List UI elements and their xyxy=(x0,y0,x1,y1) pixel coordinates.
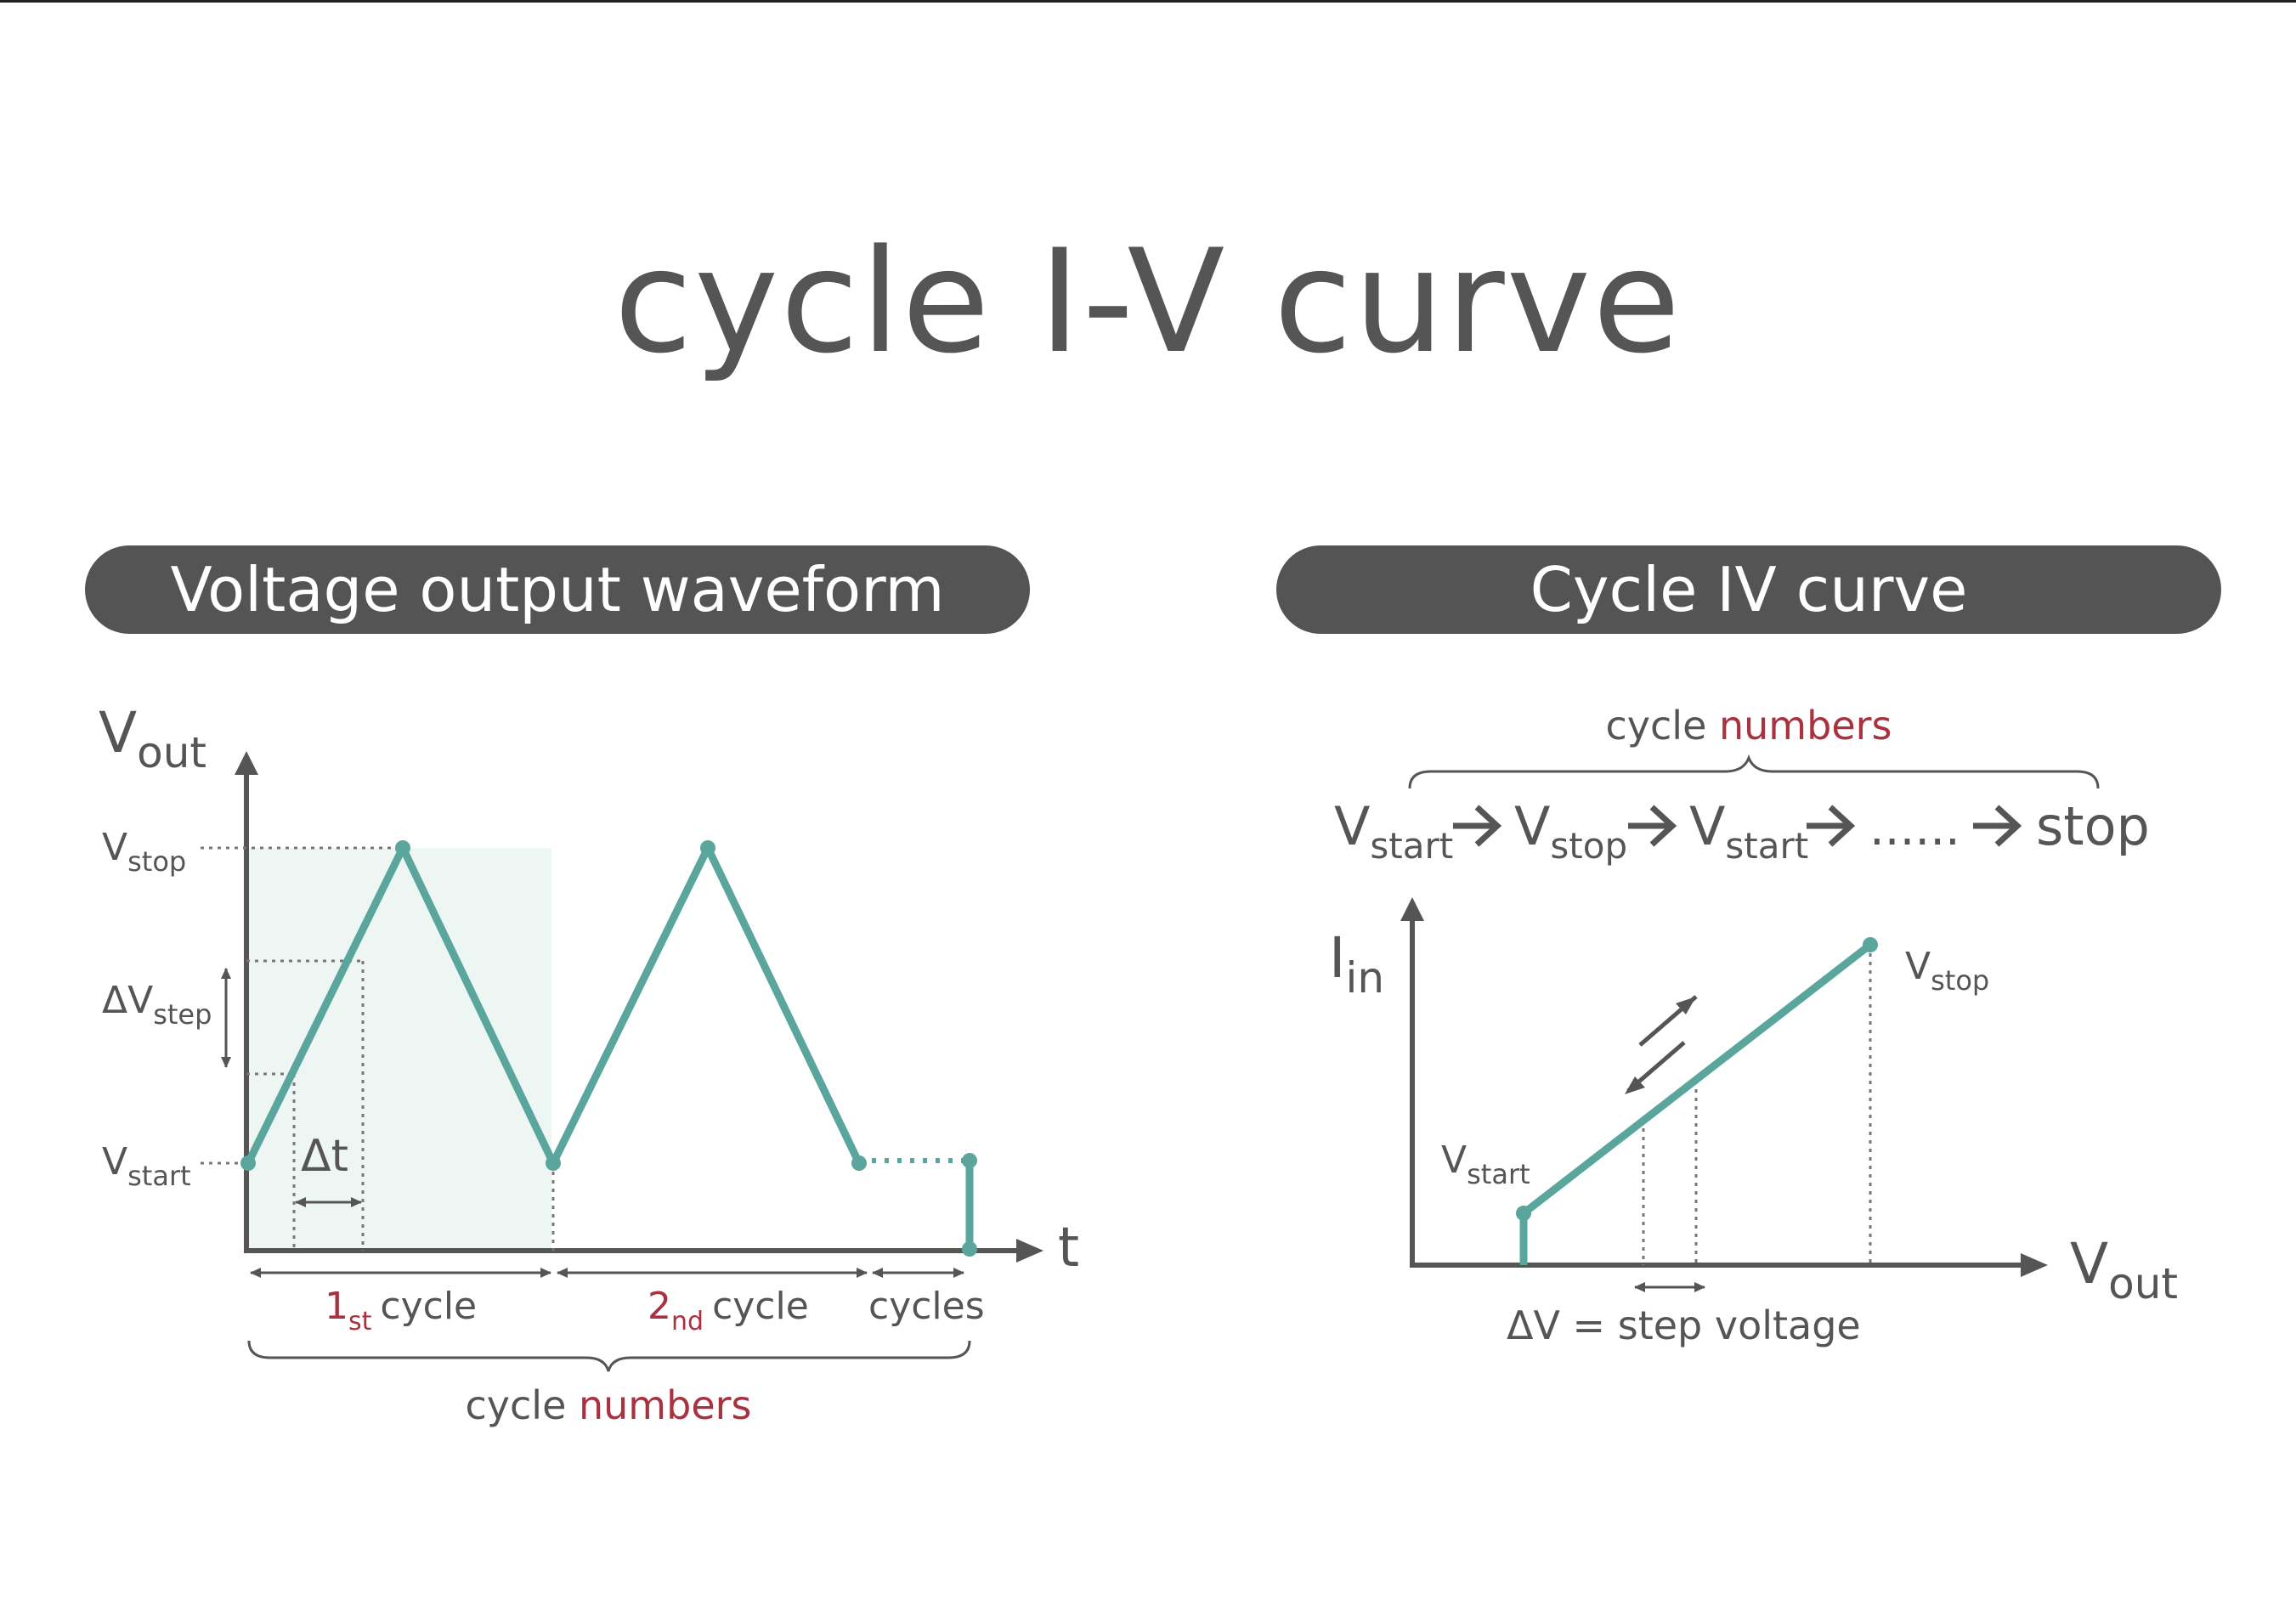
cycles-label: cycles xyxy=(868,1285,985,1328)
iv-v-stop-label: Vstop xyxy=(1905,945,1989,997)
cycle2-label: 2nd cycle xyxy=(648,1285,809,1336)
iv-start-point xyxy=(1516,1206,1531,1221)
seq-ellipsis: ...... xyxy=(1869,801,1960,856)
seq-arrow-icon-4 xyxy=(1973,805,2022,847)
dv-step-label: ΔVstep xyxy=(102,979,212,1031)
sweep-direction-icon xyxy=(1625,995,1698,1094)
y-axis-label: Vout xyxy=(99,700,206,777)
iv-x-axis-label: Vout xyxy=(2070,1231,2178,1308)
left-cycle-numbers-label: cycle numbers xyxy=(465,1382,751,1428)
page-title: cycle I-V curve xyxy=(614,218,1682,385)
waveform-vertices xyxy=(240,840,977,1257)
y-axis-arrow-icon xyxy=(235,751,258,775)
iv-stop-point xyxy=(1863,937,1878,952)
v-start-label: Vstart xyxy=(102,1140,191,1192)
first-cycle-shade xyxy=(246,848,551,1251)
sequence-brace xyxy=(1408,754,2100,789)
seq-v-start-2: Vstart xyxy=(1689,795,1808,867)
seq-arrow-icon-1 xyxy=(1453,805,1502,847)
iv-curve-line xyxy=(1521,941,1873,1217)
iv-curve-header: Cycle IV curve xyxy=(1276,545,2221,634)
seq-v-start-1: Vstart xyxy=(1334,795,1453,867)
iv-dotted-guides xyxy=(1642,945,1872,1265)
reference-dotted-lines xyxy=(201,846,555,1251)
cycle1-label: 1st cycle xyxy=(325,1285,477,1336)
x-axis-arrow-icon xyxy=(1016,1239,1043,1263)
step-voltage-label: ΔV = step voltage xyxy=(1507,1302,1861,1348)
cycle-numbers-brace xyxy=(247,1340,971,1372)
waveform-diagram: Vout t Vstop ΔVstep Vstart Δt 1st cycle 2… xyxy=(99,700,1079,1428)
iv-y-axis-arrow-icon xyxy=(1400,897,1424,921)
iv-y-axis-label: Iin xyxy=(1329,925,1384,1003)
seq-stop: stop xyxy=(2036,795,2150,857)
waveform-header: Voltage output waveform xyxy=(85,545,1030,634)
top-border-line xyxy=(0,0,2296,3)
dt-label: Δt xyxy=(301,1131,348,1182)
iv-curve-diagram: cycle numbers Vstart Vstop Vstart ......… xyxy=(1329,703,2178,1348)
seq-arrow-icon-2 xyxy=(1628,805,1677,847)
x-axis-label: t xyxy=(1058,1217,1079,1280)
right-cycle-numbers-label: cycle numbers xyxy=(1605,703,1892,749)
v-stop-label: Vstop xyxy=(102,826,186,878)
iv-v-start-label: Vstart xyxy=(1441,1139,1530,1190)
iv-x-axis-arrow-icon xyxy=(2021,1253,2048,1277)
seq-arrow-icon-3 xyxy=(1807,805,1856,847)
seq-v-stop: Vstop xyxy=(1514,795,1627,867)
